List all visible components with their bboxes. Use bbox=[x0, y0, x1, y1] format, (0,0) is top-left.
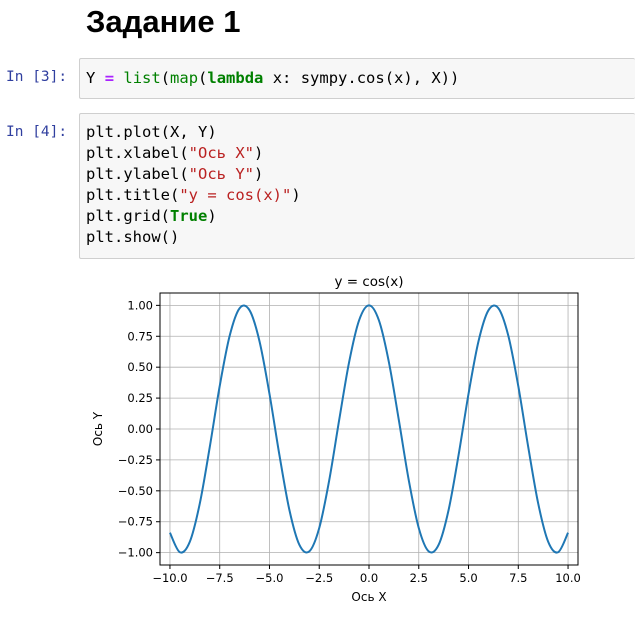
code-token: plt.xlabel( bbox=[86, 144, 189, 162]
code-token: "y = cos(x)" bbox=[179, 186, 292, 204]
x-tick-label: 0.0 bbox=[360, 571, 378, 585]
x-tick-label: −7.5 bbox=[206, 571, 234, 585]
code-token: plt.grid( bbox=[86, 207, 170, 225]
code-block: plt.plot(X, Y) plt.xlabel("Ось X") plt.yla… bbox=[86, 122, 301, 248]
code-token: map bbox=[170, 69, 199, 87]
code-token: "Ось X" bbox=[188, 144, 254, 162]
y-tick-label: 1.00 bbox=[127, 298, 153, 312]
chart-title: y = cos(x) bbox=[334, 274, 403, 290]
code-line: plt.xlabel("Ось X") bbox=[86, 143, 301, 164]
code-cell-4[interactable]: plt.plot(X, Y) plt.xlabel("Ось X") plt.yla… bbox=[79, 113, 635, 259]
x-tick-label: −2.5 bbox=[305, 571, 333, 585]
cell-prompt-4: In [4]: bbox=[6, 124, 68, 140]
code-line: plt.title("y = cos(x)") bbox=[86, 185, 301, 206]
x-axis-label: Ось X bbox=[351, 590, 386, 604]
code-token: plt.title( bbox=[86, 186, 180, 204]
code-line: plt.grid(True) bbox=[86, 206, 301, 227]
code-token: ) bbox=[207, 207, 217, 225]
y-tick-label: −1.00 bbox=[118, 546, 153, 560]
code-token: ) bbox=[291, 186, 301, 204]
x-tick-label: −5.0 bbox=[256, 571, 284, 585]
y-axis-label: Ось Y bbox=[91, 411, 105, 446]
code-cell-3[interactable]: Y = list(map(lambda x: sympy.cos(x), X)) bbox=[79, 58, 635, 99]
x-tick-label: 5.0 bbox=[459, 571, 477, 585]
code-token: "Ось Y" bbox=[188, 165, 254, 183]
code-token: ) bbox=[253, 165, 264, 183]
y-tick-label: −0.25 bbox=[118, 453, 153, 467]
code-token: x: sympy.cos(x), X)) bbox=[263, 69, 460, 87]
code-token: ( bbox=[160, 69, 171, 87]
cos-series-line bbox=[169, 304, 569, 554]
code-line: Y = list(map(lambda x: sympy.cos(x), X)) bbox=[86, 68, 459, 89]
code-line: plt.ylabel("Ось Y") bbox=[86, 164, 301, 185]
y-tick-label: −0.75 bbox=[118, 515, 153, 529]
code-line: plt.plot(X, Y) bbox=[86, 122, 301, 143]
x-tick-label: 7.5 bbox=[509, 571, 527, 585]
y-tick-label: 0.00 bbox=[127, 422, 153, 436]
y-tick-label: 0.25 bbox=[127, 391, 153, 405]
y-tick-label: 0.75 bbox=[127, 329, 153, 343]
code-line: plt.show() bbox=[86, 227, 301, 248]
x-tick-label: 2.5 bbox=[410, 571, 428, 585]
section-heading: Задание 1 bbox=[86, 4, 241, 39]
code-token: plt.plot(X, Y) bbox=[86, 123, 217, 141]
code-token: Y bbox=[86, 69, 96, 87]
line-chart: −10.0 −7.5 −5.0 −2.5 0.0 2.5 5.0 7.5 10.0 1.00 0.7… bbox=[91, 274, 581, 604]
y-tick-label: −0.50 bbox=[118, 484, 153, 498]
code-token: plt.show() bbox=[86, 228, 180, 246]
code-token: True bbox=[170, 207, 208, 225]
x-tick-label: 10.0 bbox=[555, 571, 581, 585]
code-token: plt.ylabel( bbox=[86, 165, 189, 183]
plot-output: −10.0 −7.5 −5.0 −2.5 0.0 2.5 5.0 7.5 10.0 1.00 0.7… bbox=[90, 268, 590, 618]
code-token: = bbox=[104, 69, 115, 87]
cell-prompt-3: In [3]: bbox=[6, 69, 68, 85]
y-tick-label: 0.50 bbox=[127, 360, 153, 374]
code-token: ) bbox=[253, 144, 264, 162]
x-tick-label: −10.0 bbox=[152, 571, 187, 585]
code-token: lambda bbox=[207, 69, 264, 87]
code-token: ( bbox=[198, 69, 208, 87]
code-token: list bbox=[123, 69, 161, 87]
